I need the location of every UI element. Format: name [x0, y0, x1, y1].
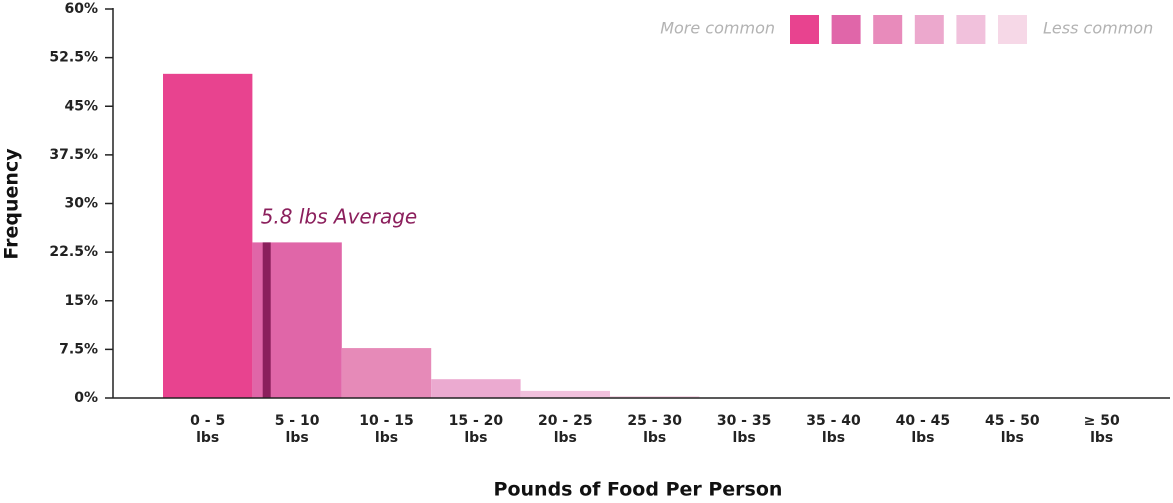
y-tick-label: 37.5%	[49, 147, 98, 163]
y-tick-label: 45%	[64, 98, 98, 114]
legend-swatch	[831, 15, 861, 44]
y-tick-label: 15%	[64, 293, 98, 309]
x-tick-label: 0 - 5 lbs	[190, 413, 226, 446]
x-tick-label: 10 - 15 lbs	[359, 413, 414, 446]
legend-swatch	[998, 15, 1027, 44]
average-label: 5.8 lbs Average	[261, 205, 418, 229]
x-tick-label: 45 - 50 lbs	[985, 413, 1040, 446]
y-tick-label: 52.5%	[49, 50, 98, 66]
x-tick-label: 40 - 45 lbs	[895, 413, 951, 446]
bar	[431, 379, 521, 398]
legend-swatch	[956, 15, 986, 44]
y-tick-label: 0%	[74, 390, 98, 406]
y-tick-label: 60%	[64, 1, 98, 17]
bar	[163, 73, 253, 398]
x-tick-label: 30 - 35 lbs	[716, 413, 772, 446]
x-tick-label: 25 - 30 lbs	[627, 413, 682, 446]
x-tick-label: 15 - 20 lbs	[448, 413, 504, 446]
x-tick-label: 20 - 25 lbs	[538, 413, 593, 446]
x-tick-label: 5 - 10 lbs	[274, 413, 320, 446]
legend-swatch	[873, 15, 903, 44]
x-tick-label: 35 - 40 lbs	[806, 413, 861, 446]
legend-swatch	[790, 15, 819, 44]
legend-right-label: Less common	[1043, 19, 1153, 38]
y-tick-label: 30%	[64, 196, 98, 212]
y-tick-label: 22.5%	[49, 244, 98, 260]
legend-swatch	[914, 15, 944, 44]
bar	[341, 348, 432, 398]
y-axis-title: Frequency	[1, 148, 23, 260]
x-axis-title: Pounds of Food Per Person	[494, 479, 783, 501]
y-tick-label: 7.5%	[59, 341, 98, 357]
bar	[610, 396, 700, 398]
legend-left-label: More common	[660, 19, 775, 38]
average-line	[262, 242, 271, 398]
x-tick-label: ≥ 50 lbs	[1083, 413, 1120, 446]
bar	[520, 390, 610, 398]
